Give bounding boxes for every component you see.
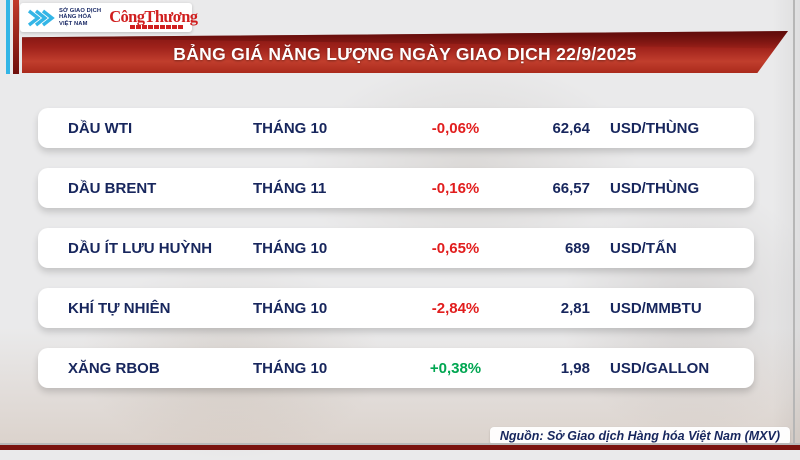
commodity-name: DẦU ÍT LƯU HUỲNH [68,239,213,257]
bottom-divider-line [0,443,800,445]
mxv-logo-line: HÀNG HÓA [59,14,92,21]
cong-thuong-tagline-bar [130,25,184,29]
price-value: 62,64 [552,119,590,137]
change-percent: -0,06% [431,119,480,137]
contract-month: THÁNG 10 [253,119,328,137]
cong-thuong-logo: CôngThương [109,6,198,26]
logo-panel: SỞ GIAO DỊCH HÀNG HÓA VIỆT NAM CôngThươn… [20,3,198,32]
price-table: DẦU WTI THÁNG 10 -0,06% 62,64 USD/THÙNG … [38,108,754,408]
mxv-logo-line: SỞ GIAO DỊCH [59,7,102,14]
contract-month: THÁNG 10 [253,359,328,377]
right-edge-line [793,0,795,450]
price-unit: USD/TẤN [610,239,677,257]
commodity-name: DẦU WTI [68,119,133,137]
change-percent: -0,16% [431,179,480,197]
price-unit: USD/THÙNG [610,179,700,197]
accent-stripe-cyan [6,0,10,74]
price-value: 1,98 [560,359,590,377]
price-unit: USD/MMBTU [610,299,702,317]
change-percent: -2,84% [431,299,480,317]
page-title: BẢNG GIÁ NĂNG LƯỢNG NGÀY GIAO DỊCH 22/9/… [173,43,637,64]
title-ribbon: BẢNG GIÁ NĂNG LƯỢNG NGÀY GIAO DỊCH 22/9/… [22,31,788,73]
table-row: XĂNG RBOB THÁNG 10 +0,38% 1,98 USD/GALLO… [38,348,754,388]
mxv-chevrons-icon [26,7,56,29]
right-edge-shade [772,0,800,450]
mxv-logo-text: SỞ GIAO DỊCH HÀNG HÓA VIỆT NAM [59,8,101,28]
mxv-logo-line: VIỆT NAM [59,20,88,27]
commodity-name: DẦU BRENT [68,179,157,197]
accent-stripe-red [13,0,19,74]
price-unit: USD/THÙNG [610,119,700,137]
contract-month: THÁNG 11 [253,179,327,197]
source-note: Nguồn: Sở Giao dịch Hàng hóa Việt Nam (M… [489,427,790,445]
table-row: DẦU BRENT THÁNG 11 -0,16% 66,57 USD/THÙN… [38,168,754,208]
commodity-name: KHÍ TỰ NHIÊN [68,299,171,317]
table-row: DẦU ÍT LƯU HUỲNH THÁNG 10 -0,65% 689 USD… [38,228,754,268]
commodity-name: XĂNG RBOB [68,359,160,377]
change-percent: -0,65% [431,239,480,257]
change-percent: +0,38% [429,359,482,377]
table-row: DẦU WTI THÁNG 10 -0,06% 62,64 USD/THÙNG [38,108,754,148]
table-row: KHÍ TỰ NHIÊN THÁNG 10 -2,84% 2,81 USD/MM… [38,288,754,328]
price-value: 689 [564,239,590,257]
price-value: 66,57 [552,179,590,197]
contract-month: THÁNG 10 [253,299,328,317]
price-value: 2,81 [560,299,590,317]
bottom-red-bar [0,445,800,450]
price-unit: USD/GALLON [610,359,710,377]
contract-month: THÁNG 10 [253,239,328,257]
